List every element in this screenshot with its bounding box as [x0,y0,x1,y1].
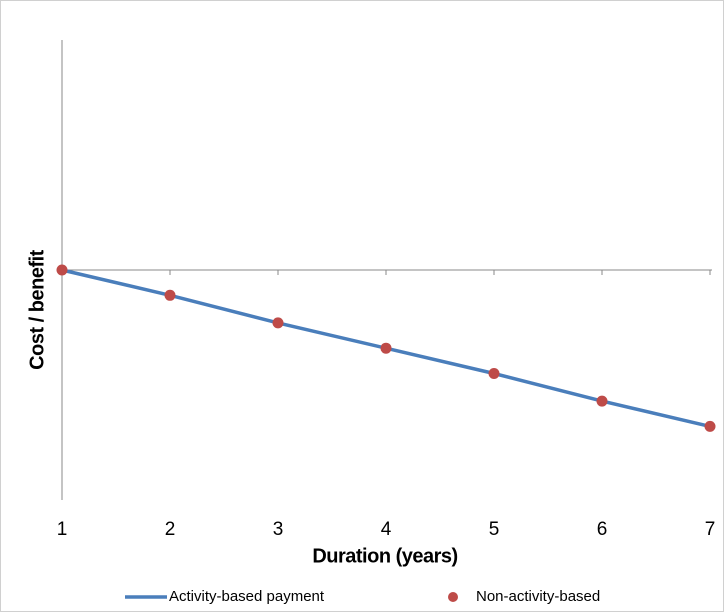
y-axis-title: Cost / benefit [26,249,48,370]
point [56,264,68,276]
x-axis-title: Duration (years) [312,545,457,567]
point [596,395,608,407]
legend-label: Activity-based payment [169,588,325,605]
point [164,289,176,301]
legend-swatch [448,592,458,602]
x-tick-label: 2 [165,519,176,540]
x-tick-label: 4 [381,519,392,540]
x-tick-label: 3 [273,519,284,540]
point [488,368,500,379]
legend-label: Non-activity-based [476,588,600,605]
x-tick-label: 6 [597,519,608,540]
point [704,420,716,432]
x-tick-label: 5 [489,519,500,540]
x-tick-label: 7 [705,519,716,540]
x-tick-label: 1 [57,519,68,540]
point [272,317,284,329]
point [380,342,392,354]
